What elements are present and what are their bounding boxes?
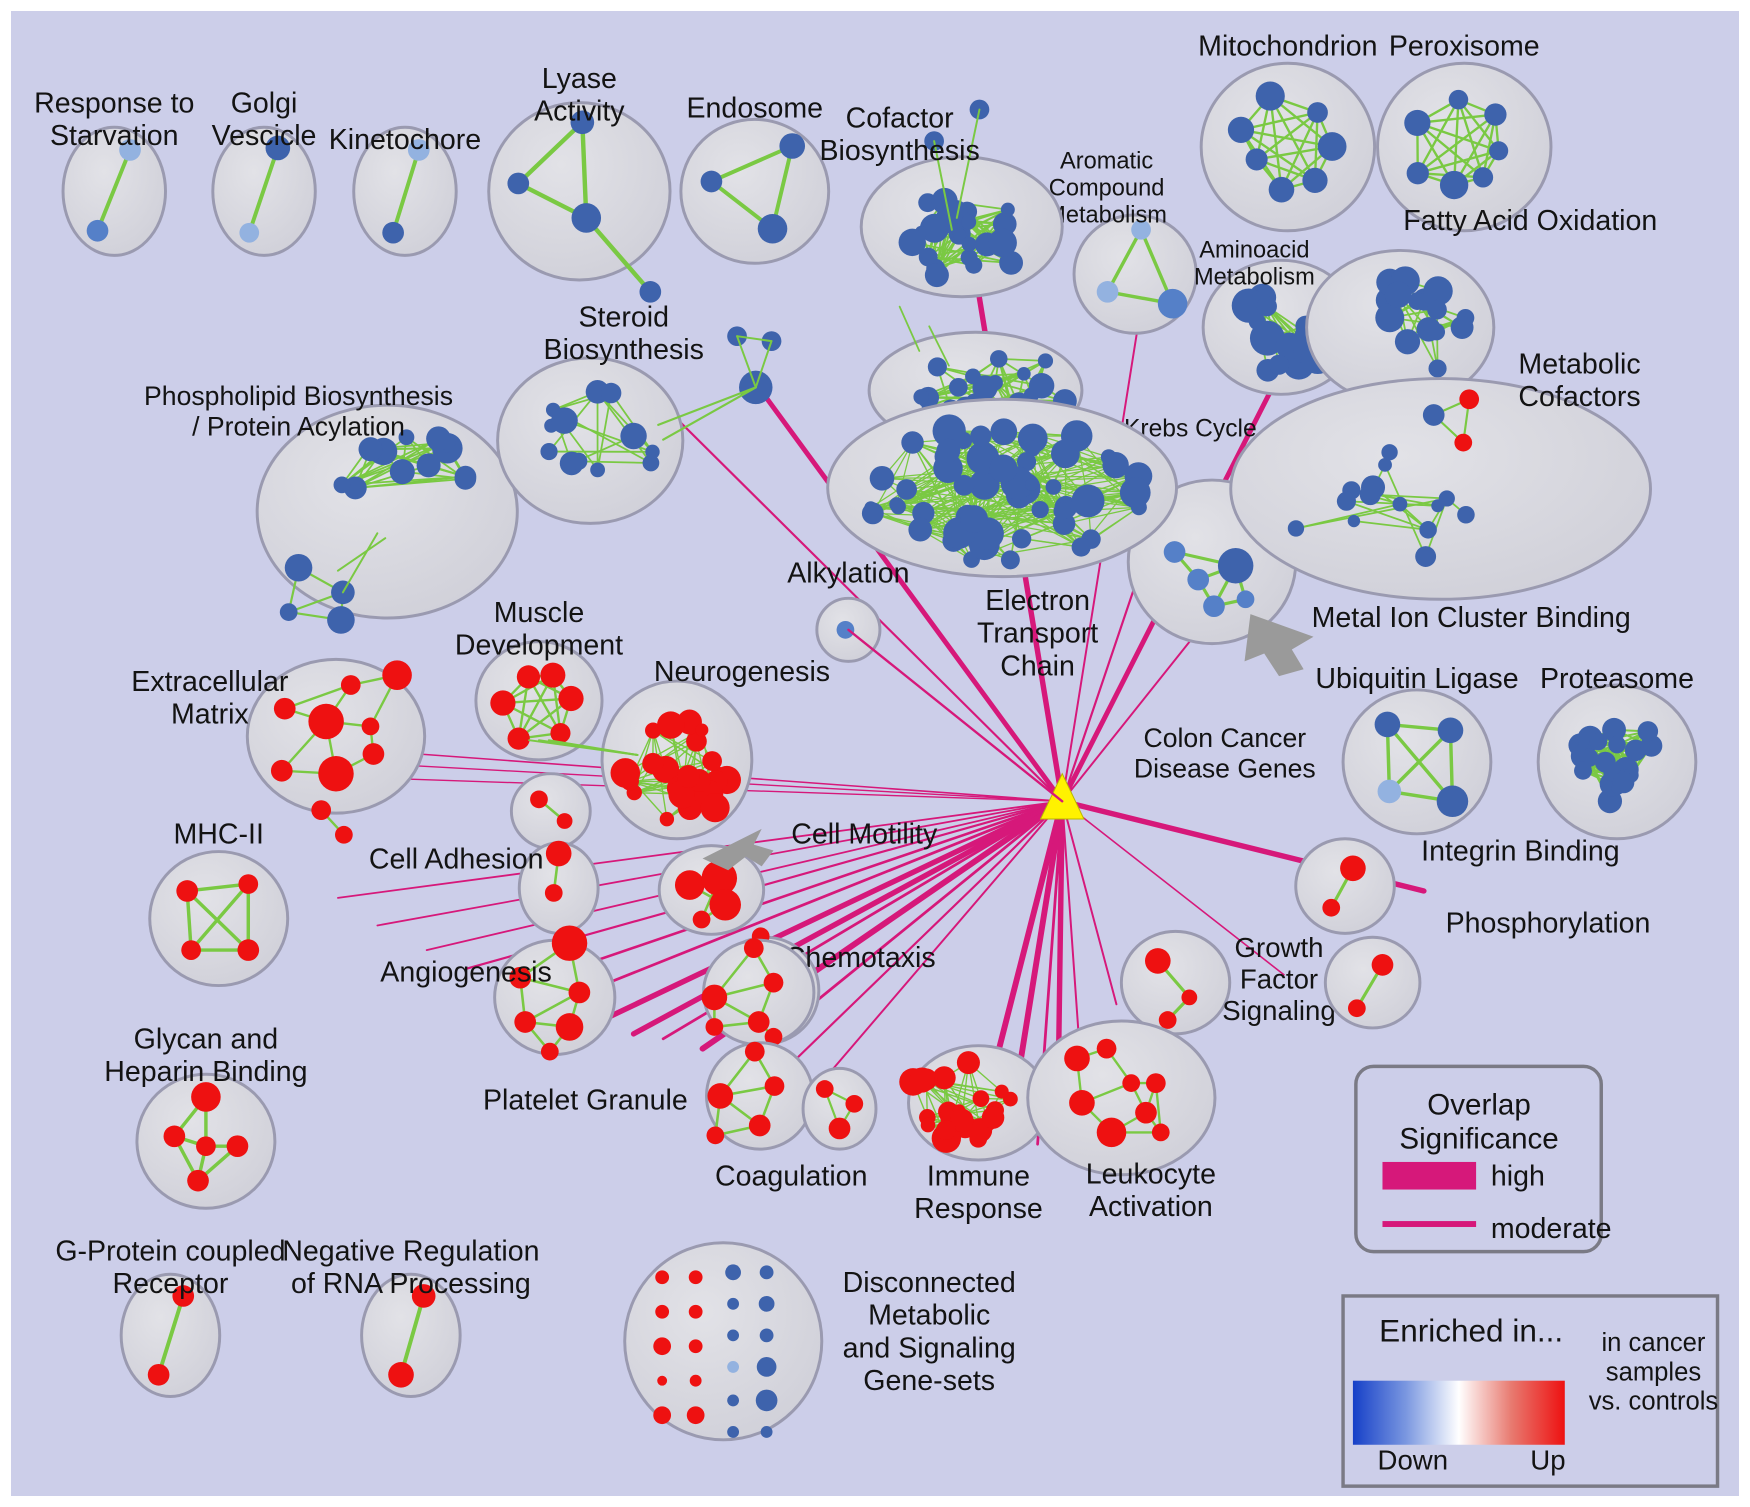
svg-text:Peroxisome: Peroxisome (1389, 30, 1540, 62)
svg-text:moderate: moderate (1491, 1213, 1612, 1245)
svg-text:MHC-II: MHC-II (174, 819, 264, 851)
svg-text:Ubiquitin Ligase: Ubiquitin Ligase (1315, 663, 1518, 695)
svg-text:Cell Motility: Cell Motility (791, 819, 938, 851)
svg-text:Mitochondrion: Mitochondrion (1198, 30, 1377, 62)
svg-text:Fatty Acid Oxidation: Fatty Acid Oxidation (1403, 205, 1657, 237)
svg-text:Up: Up (1530, 1444, 1565, 1475)
svg-text:Enriched in...: Enriched in... (1379, 1312, 1563, 1348)
svg-text:high: high (1491, 1161, 1545, 1193)
svg-text:Alkylation: Alkylation (787, 558, 909, 590)
svg-text:Down: Down (1378, 1444, 1449, 1475)
svg-text:Platelet Granule: Platelet Granule (483, 1085, 688, 1117)
svg-text:Kinetochore: Kinetochore (329, 124, 481, 156)
svg-text:Integrin Binding: Integrin Binding (1421, 835, 1620, 867)
svg-text:Cell Adhesion: Cell Adhesion (369, 843, 544, 875)
svg-text:Endosome: Endosome (686, 92, 823, 124)
svg-text:Neurogenesis: Neurogenesis (654, 656, 830, 688)
svg-text:Metal Ion Cluster Binding: Metal Ion Cluster Binding (1312, 602, 1631, 634)
svg-text:Proteasome: Proteasome (1540, 663, 1694, 695)
svg-text:Coagulation: Coagulation (715, 1161, 867, 1193)
svg-text:Angiogenesis: Angiogenesis (380, 957, 552, 989)
svg-text:Phosphorylation: Phosphorylation (1446, 907, 1651, 939)
